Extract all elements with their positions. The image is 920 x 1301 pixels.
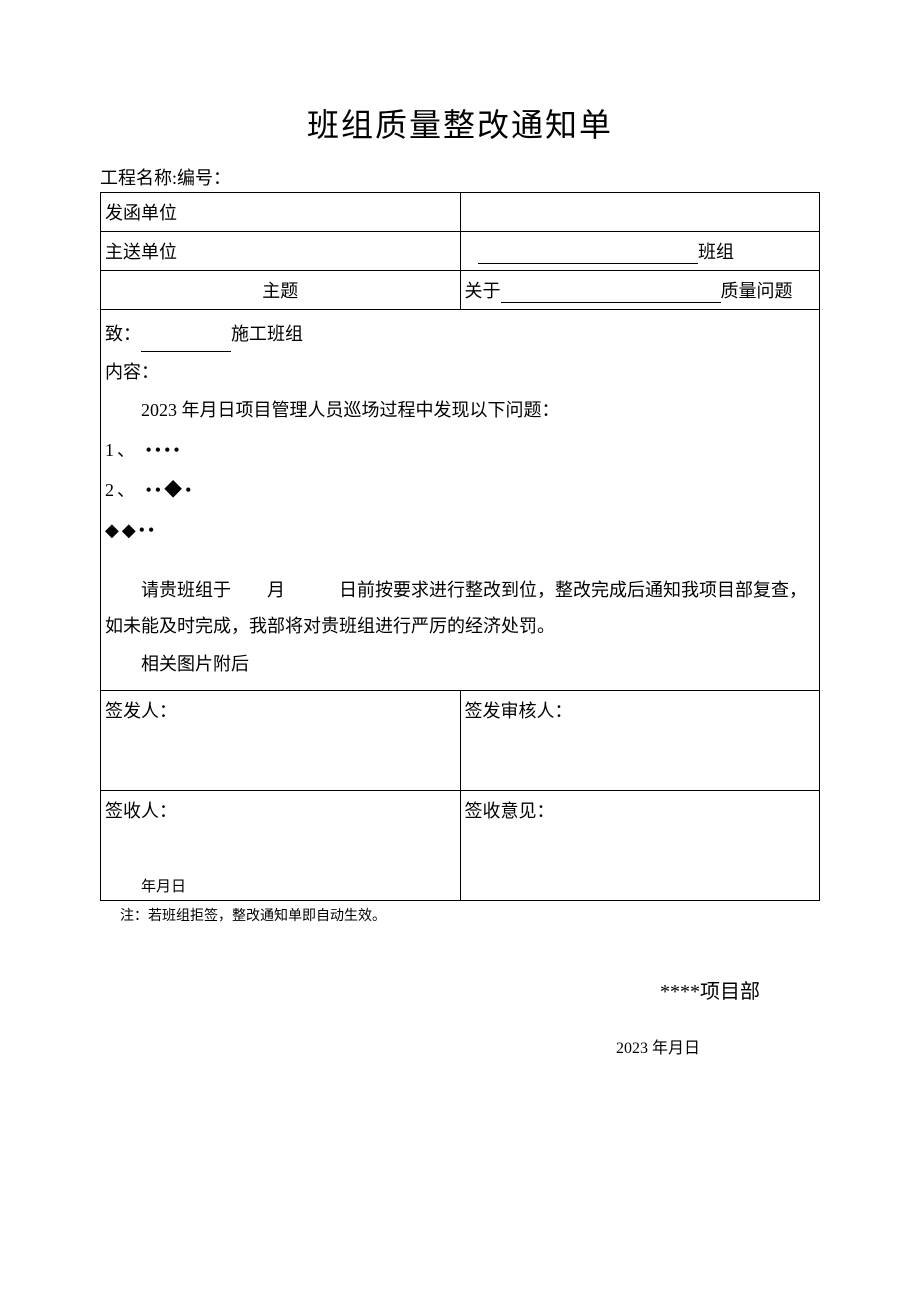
deadline-text: 请贵班组于 月 日前按要求进行整改到位，整改完成后通知我项目部复查，如未能及时完… — [105, 572, 815, 644]
footer-org: ****项目部 — [100, 975, 820, 1004]
issuer-row: 签发人： 签发审核人： — [101, 691, 820, 791]
reviewer-label: 签发审核人： — [465, 701, 573, 721]
receiver-label: 签收人： — [105, 801, 177, 821]
number-label: 编号： — [177, 168, 231, 188]
recipient-suffix: 班组 — [698, 242, 734, 262]
footnote: 注：若班组拒签，整改通知单即自动生效。 — [100, 905, 820, 925]
sender-value[interactable] — [460, 193, 820, 232]
opinion-label: 签收意见： — [465, 801, 555, 821]
receiver-cell[interactable]: 签收人： 年月日 — [101, 791, 461, 901]
list-item: 2、 ••◆• — [105, 472, 815, 508]
extra-dots: ◆◆•• — [105, 512, 815, 548]
opinion-cell[interactable]: 签收意见： — [460, 791, 820, 901]
issuer-label: 签发人： — [105, 701, 177, 721]
issuer-cell[interactable]: 签发人： — [101, 691, 461, 791]
to-suffix: 施工班组 — [231, 324, 303, 344]
subject-row: 主题 关于 质量问题 — [101, 271, 820, 310]
recipient-row: 主送单位 班组 — [101, 232, 820, 271]
to-blank[interactable] — [141, 334, 231, 352]
subject-value[interactable]: 关于 质量问题 — [460, 271, 820, 310]
header-line: 工程名称:编号： — [100, 164, 820, 190]
to-prefix: 致： — [105, 324, 141, 344]
subject-prefix: 关于 — [465, 281, 501, 301]
sender-label: 发函单位 — [101, 193, 461, 232]
content-body: 致： 施工班组 内容： 2023 年月日项目管理人员巡场过程中发现以下问题： 1、… — [101, 310, 820, 691]
to-line: 致： 施工班组 — [105, 316, 815, 352]
subject-blank[interactable] — [501, 285, 721, 303]
footer-date: 2023 年月日 — [100, 1034, 820, 1058]
subject-label: 主题 — [101, 271, 461, 310]
subject-suffix: 质量问题 — [721, 281, 793, 301]
intro-text: 2023 年月日项目管理人员巡场过程中发现以下问题： — [105, 392, 815, 428]
list-item: 1、 •••• — [105, 432, 815, 468]
project-label: 工程名称: — [100, 168, 177, 188]
receive-date: 年月日 — [141, 875, 186, 896]
content-label: 内容： — [105, 354, 815, 390]
receiver-row: 签收人： 年月日 签收意见： — [101, 791, 820, 901]
recipient-label: 主送单位 — [101, 232, 461, 271]
sender-row: 发函单位 — [101, 193, 820, 232]
document-title: 班组质量整改通知单 — [100, 100, 820, 146]
form-table: 发函单位 主送单位 班组 主题 关于 质量问题 致： 施工班组 内容： 2023 年… — [100, 192, 820, 901]
reviewer-cell[interactable]: 签发审核人： — [460, 691, 820, 791]
recipient-blank[interactable] — [478, 246, 698, 264]
attachment-text: 相关图片附后 — [105, 646, 815, 682]
recipient-value[interactable]: 班组 — [460, 232, 820, 271]
content-row: 致： 施工班组 内容： 2023 年月日项目管理人员巡场过程中发现以下问题： 1、… — [101, 310, 820, 691]
